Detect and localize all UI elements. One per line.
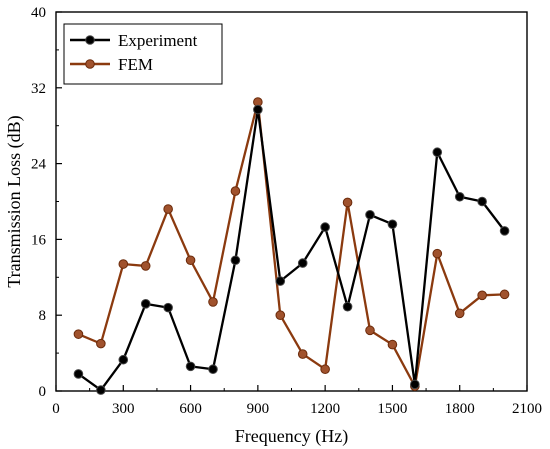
- legend-item-experiment: Experiment: [70, 31, 198, 50]
- legend-label-fem: FEM: [118, 55, 153, 74]
- axis-ticks: 0 300 600 900 1200 1500 1800 2100 0 8 16 24 32 40: [31, 5, 542, 417]
- y-tick-label-3: 24: [31, 157, 47, 173]
- point-fem-10: [297, 349, 308, 359]
- x-axis-title: Frequency (Hz): [235, 426, 348, 447]
- x-tick-label-7: 2100: [512, 401, 542, 417]
- y-tick-label-1: 8: [39, 308, 47, 324]
- point-experiment-10: [297, 258, 308, 268]
- x-tick-label-5: 1500: [377, 401, 407, 417]
- point-experiment-3: [140, 299, 151, 309]
- point-experiment-11: [320, 222, 330, 232]
- point-fem-19: [499, 289, 510, 300]
- point-experiment-13: [365, 209, 375, 220]
- series-experiment: [73, 104, 510, 395]
- point-experiment-16: [432, 147, 443, 158]
- point-fem-5: [185, 255, 196, 266]
- point-experiment-0: [73, 369, 84, 379]
- x-tick-label-4: 1200: [310, 401, 340, 417]
- point-experiment-4: [163, 302, 173, 313]
- point-fem-18: [477, 290, 487, 301]
- point-experiment-1: [96, 385, 106, 395]
- point-experiment-6: [208, 364, 218, 375]
- point-experiment-18: [477, 196, 487, 207]
- y-tick-label-5: 40: [31, 5, 46, 21]
- x-tick-label-3: 900: [247, 401, 270, 417]
- legend: Experiment FEM: [63, 23, 223, 85]
- point-fem-6: [208, 297, 218, 307]
- point-experiment-15: [410, 379, 420, 390]
- point-fem-0: [73, 329, 84, 339]
- point-fem-2: [118, 259, 129, 269]
- x-tick-label-1: 300: [112, 401, 135, 417]
- y-tick-label-0: 0: [39, 384, 47, 400]
- point-experiment-2: [118, 354, 129, 365]
- x-tick-label-2: 600: [179, 401, 202, 417]
- point-fem-11: [320, 364, 330, 375]
- series-line-fem: [77, 100, 505, 388]
- point-fem-14: [387, 339, 398, 350]
- legend-label-experiment: Experiment: [118, 31, 198, 50]
- point-fem-3: [140, 261, 151, 271]
- point-experiment-17: [454, 191, 465, 202]
- point-experiment-7: [230, 255, 241, 266]
- point-fem-16: [432, 248, 443, 259]
- point-fem-12: [342, 197, 353, 208]
- point-fem-9: [275, 310, 286, 321]
- point-experiment-14: [387, 219, 398, 230]
- series-layer: [73, 97, 510, 395]
- point-experiment-9: [275, 276, 286, 286]
- legend-marker-experiment: [85, 35, 95, 45]
- point-experiment-8: [253, 104, 263, 115]
- legend-box: [63, 23, 223, 85]
- point-fem-7: [230, 186, 241, 196]
- y-tick-label-2: 16: [31, 232, 47, 248]
- point-fem-17: [454, 308, 465, 319]
- y-axis-title: Transmission Loss (dB): [4, 115, 25, 287]
- x-tick-label-6: 1800: [445, 401, 475, 417]
- series-fem: [73, 97, 510, 392]
- point-experiment-12: [342, 301, 353, 312]
- point-fem-13: [365, 325, 375, 336]
- point-fem-4: [163, 204, 173, 214]
- legend-item-fem: FEM: [70, 55, 153, 74]
- point-experiment-19: [499, 226, 510, 236]
- legend-marker-fem: [85, 59, 95, 69]
- point-experiment-5: [185, 361, 196, 372]
- point-fem-1: [96, 338, 106, 349]
- y-tick-label-4: 32: [31, 81, 46, 97]
- x-tick-label-0: 0: [52, 401, 60, 417]
